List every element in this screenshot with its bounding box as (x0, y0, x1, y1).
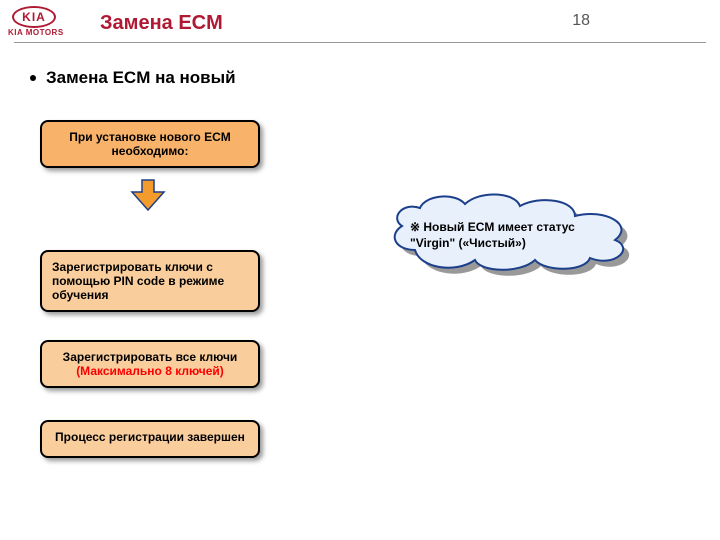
bullet-text: Замена ECM на новый (46, 68, 236, 88)
flow-step-1: При установке нового ECM необходимо: (40, 120, 260, 168)
bullet-dot-icon (30, 75, 36, 81)
page-number: 18 (572, 12, 590, 30)
kia-logo-text: KIA (22, 10, 46, 24)
flow-step-4: Процесс регистрации завершен (40, 420, 260, 458)
flow-step-3: Зарегистрировать все ключи(Максимально 8… (40, 340, 260, 388)
cloud-text: ※ Новый ECM имеет статус "Virgin" («Чист… (410, 220, 615, 251)
down-arrow-icon (130, 178, 166, 212)
header: KIA KIA MOTORS Замена ECM 18 (0, 0, 720, 40)
kia-brand-text: KIA MOTORS (8, 28, 64, 37)
status-cloud: ※ Новый ECM имеет статус "Virgin" («Чист… (380, 190, 650, 285)
bullet-row: Замена ECM на новый (30, 68, 236, 88)
page-title: Замена ECM (100, 12, 223, 35)
flow-step-2: Зарегистрировать ключи с помощью PIN cod… (40, 250, 260, 312)
header-rule (14, 42, 706, 43)
kia-logo: KIA (12, 6, 56, 28)
slide-page: KIA KIA MOTORS Замена ECM 18 Замена ECM … (0, 0, 720, 540)
kia-logo-oval: KIA (12, 6, 56, 28)
